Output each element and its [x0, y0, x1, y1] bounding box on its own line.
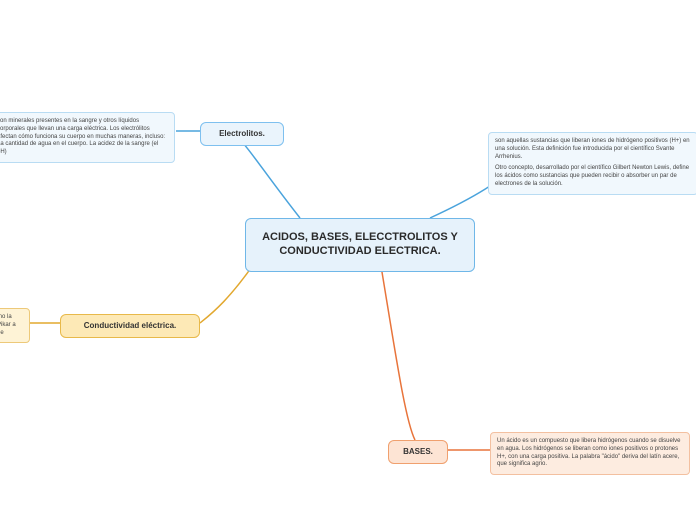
note-conductividad-text: mo la Pikar a de — [0, 314, 23, 337]
note-acidos-p1: son aquellas sustancias que liberan ione… — [495, 138, 691, 161]
node-electrolitos[interactable]: Electrolitos. — [200, 122, 284, 146]
note-bases: Un ácido es un compuesto que libera hidr… — [490, 432, 690, 475]
note-electrolitos-text: son minerales presentes en la sangre y o… — [0, 118, 168, 157]
note-electrolitos: son minerales presentes en la sangre y o… — [0, 112, 175, 163]
center-node[interactable]: ACIDOS, BASES, ELECCTROLITOS Y CONDUCTIV… — [245, 218, 475, 272]
note-acidos-p2: Otro concepto, desarrollado por el cient… — [495, 165, 691, 188]
note-conductividad: mo la Pikar a de — [0, 308, 30, 343]
node-conductividad[interactable]: Conductividad eléctrica. — [60, 314, 200, 338]
note-acidos: son aquellas sustancias que liberan ione… — [488, 132, 696, 195]
note-bases-text: Un ácido es un compuesto que libera hidr… — [497, 438, 683, 469]
node-bases[interactable]: BASES. — [388, 440, 448, 464]
